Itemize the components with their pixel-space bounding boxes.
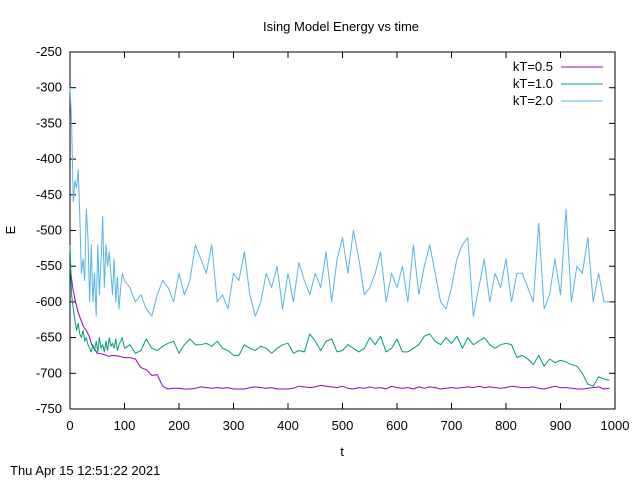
y-tick-label: -400 bbox=[36, 151, 62, 166]
y-tick-label: -450 bbox=[36, 187, 62, 202]
x-axis: 0 100 200 300 400 500 600 700 800 900 1000 bbox=[66, 52, 629, 433]
legend: kT=0.5 kT=1.0 kT=2.0 bbox=[513, 59, 603, 108]
y-tick-label: -350 bbox=[36, 115, 62, 130]
y-axis-label: E bbox=[3, 225, 18, 234]
y-tick-label: -650 bbox=[36, 330, 62, 345]
y-tick-label: -700 bbox=[36, 365, 62, 380]
x-tick-label: 300 bbox=[223, 418, 245, 433]
legend-label: kT=1.0 bbox=[513, 76, 553, 91]
x-tick-label: 700 bbox=[441, 418, 463, 433]
y-axis: -250 -300 -350 -400 -450 -500 -550 -600 -650 -700… bbox=[36, 44, 615, 416]
legend-label: kT=0.5 bbox=[513, 59, 553, 74]
timestamp: Thu Apr 15 12:51:22 2021 bbox=[10, 463, 161, 478]
x-tick-label: 1000 bbox=[601, 418, 630, 433]
x-tick-label: 800 bbox=[495, 418, 517, 433]
y-tick-label: -750 bbox=[36, 401, 62, 416]
y-tick-label: -500 bbox=[36, 223, 62, 238]
series-line-1 bbox=[69, 266, 610, 390]
x-tick-label: 200 bbox=[168, 418, 190, 433]
x-tick-label: 600 bbox=[386, 418, 408, 433]
series-line-2 bbox=[69, 244, 610, 387]
x-tick-label: 100 bbox=[114, 418, 136, 433]
series-line-3 bbox=[69, 87, 610, 317]
x-tick-label: 0 bbox=[66, 418, 73, 433]
x-tick-label: 400 bbox=[277, 418, 299, 433]
y-tick-label: -250 bbox=[36, 44, 62, 59]
y-tick-label: -600 bbox=[36, 294, 62, 309]
y-tick-label: -300 bbox=[36, 80, 62, 95]
x-axis-label: t bbox=[340, 444, 344, 459]
data-series bbox=[69, 87, 610, 390]
y-tick-label: -550 bbox=[36, 258, 62, 273]
legend-label: kT=2.0 bbox=[513, 93, 553, 108]
x-tick-label: 500 bbox=[332, 418, 354, 433]
x-tick-label: 900 bbox=[550, 418, 572, 433]
chart-title: Ising Model Energy vs time bbox=[263, 19, 419, 34]
